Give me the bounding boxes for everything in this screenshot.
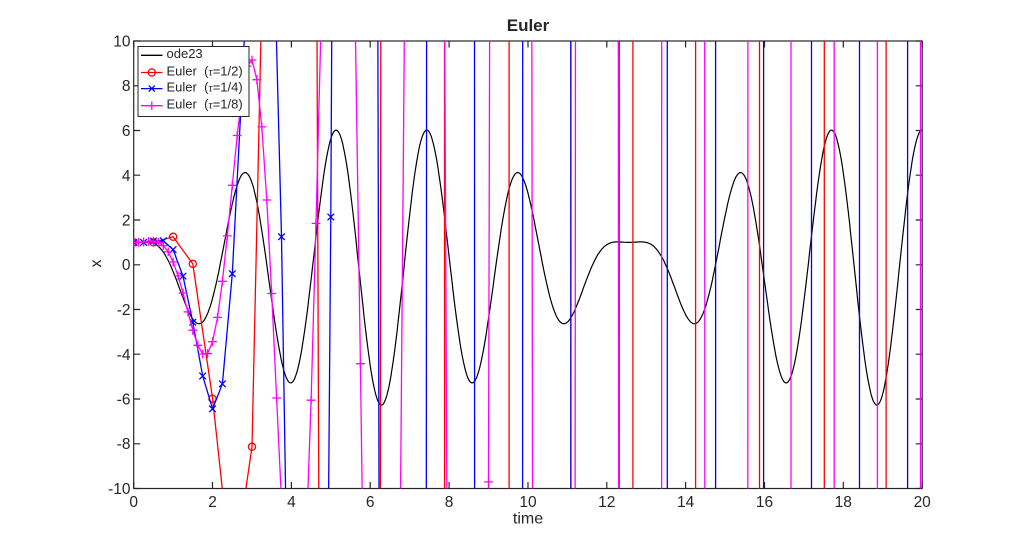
svg-text:0: 0 [129, 494, 138, 511]
svg-text:Euler (τ=1/8): Euler (τ=1/8) [167, 97, 243, 112]
svg-text:Euler (τ=1/2): Euler (τ=1/2) [167, 63, 243, 78]
svg-text:8: 8 [122, 78, 131, 95]
svg-text:time: time [513, 511, 543, 528]
svg-text:4: 4 [122, 168, 131, 185]
svg-text:20: 20 [914, 494, 932, 511]
svg-text:-6: -6 [117, 392, 131, 409]
svg-text:x: x [88, 260, 105, 268]
svg-text:14: 14 [677, 494, 695, 511]
svg-text:12: 12 [598, 494, 615, 511]
svg-text:ode23: ode23 [167, 46, 203, 61]
svg-text:18: 18 [835, 494, 852, 511]
svg-text:6: 6 [122, 123, 131, 140]
svg-text:8: 8 [445, 494, 454, 511]
svg-text:-10: -10 [108, 481, 131, 498]
svg-text:-2: -2 [117, 302, 131, 319]
svg-text:-4: -4 [117, 347, 131, 364]
svg-text:Euler: Euler [507, 16, 550, 35]
svg-text:10: 10 [519, 494, 537, 511]
svg-text:2: 2 [208, 494, 217, 511]
svg-text:Euler (τ=1/4): Euler (τ=1/4) [167, 79, 243, 94]
svg-text:-8: -8 [117, 436, 131, 453]
svg-text:6: 6 [366, 494, 375, 511]
svg-text:2: 2 [122, 213, 131, 230]
svg-text:16: 16 [756, 494, 773, 511]
svg-text:10: 10 [113, 34, 131, 51]
svg-text:0: 0 [122, 257, 131, 274]
svg-text:4: 4 [287, 494, 296, 511]
